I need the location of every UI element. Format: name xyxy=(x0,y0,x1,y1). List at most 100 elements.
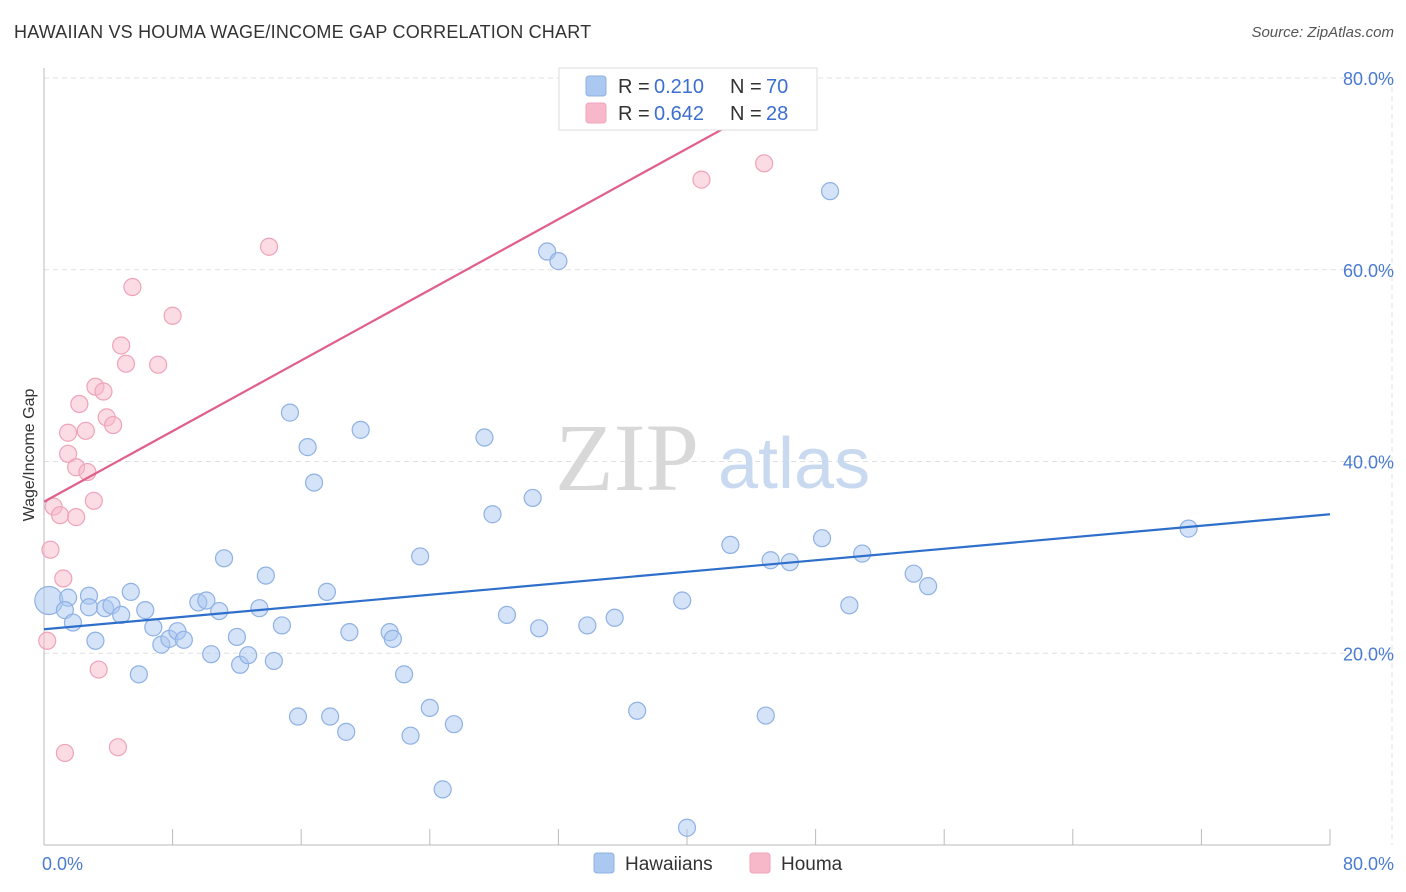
hawaiians-point xyxy=(174,630,193,649)
source-label: Source: ZipAtlas.com xyxy=(1251,24,1394,41)
legend-swatch-hawaiians xyxy=(585,75,607,97)
bottom-legend-hawaiians: Hawaiians xyxy=(625,854,713,875)
legend-n-value-2: 28 xyxy=(766,103,788,125)
houma-point xyxy=(163,306,182,325)
houma-point xyxy=(692,170,711,189)
hawaiians-point xyxy=(210,601,229,621)
hawaiians-point xyxy=(136,601,155,620)
hawaiians-point xyxy=(63,613,83,632)
trend-lines xyxy=(43,77,1331,631)
hawaiians-point xyxy=(475,428,494,447)
x-tick-label-0: 0.0% xyxy=(42,854,83,874)
y-tick-label-2: 60.0% xyxy=(1343,261,1394,281)
top-legend: R = 0.210 N = 70 R = 0.642 N = 28 xyxy=(558,67,818,131)
houma-point xyxy=(108,738,128,757)
hawaiians-point xyxy=(904,564,923,583)
y-tick-label-3: 80.0% xyxy=(1343,69,1394,89)
hawaiians-point xyxy=(394,665,414,684)
hawaiians-point xyxy=(497,605,517,625)
hawaiians-point xyxy=(280,403,300,422)
houma-point xyxy=(755,154,774,173)
houma-point xyxy=(54,569,73,588)
hawaiians-point xyxy=(298,438,317,457)
houma-point xyxy=(41,540,60,559)
hawaiians-point xyxy=(317,582,337,601)
watermark: ZIP atlas xyxy=(555,404,870,511)
hawaiians-point xyxy=(337,722,356,741)
legend-n-label-1: N = xyxy=(730,76,762,98)
watermark-atlas: atlas xyxy=(718,424,870,504)
hawaiians-point xyxy=(549,252,568,271)
watermark-zip: ZIP xyxy=(555,404,699,511)
hawaiians-point xyxy=(530,619,549,638)
x-tick-label-1: 80.0% xyxy=(1343,854,1394,874)
hawaiians-point xyxy=(628,701,647,720)
hawaiians-point xyxy=(197,591,216,610)
legend-r-value-2: 0.642 xyxy=(654,103,704,125)
hawaiians-point xyxy=(411,547,430,566)
hawaiians-point xyxy=(523,488,542,508)
hawaiians-point xyxy=(340,623,359,642)
houma-point xyxy=(116,354,136,373)
hawaiians-point xyxy=(420,698,439,717)
hawaiians-point xyxy=(272,616,292,635)
grid-lines xyxy=(44,77,1393,845)
houma-point xyxy=(67,508,86,527)
legend-n-value-1: 70 xyxy=(766,76,788,98)
houma-trend-line xyxy=(43,77,817,503)
legend-r-value-1: 0.210 xyxy=(654,76,704,98)
houma-point xyxy=(94,382,113,401)
hawaiians-point xyxy=(121,582,140,601)
hawaiians-point xyxy=(129,665,148,684)
hawaiians-points xyxy=(34,182,1198,837)
legend-n-label-2: N = xyxy=(730,103,762,125)
hawaiians-trend-line xyxy=(43,513,1331,631)
hawaiians-point xyxy=(433,780,452,799)
houma-point xyxy=(84,491,103,510)
hawaiians-point xyxy=(853,544,872,563)
hawaiians-point xyxy=(919,577,938,596)
houma-point xyxy=(70,394,89,414)
houma-point xyxy=(104,415,123,435)
hawaiians-point xyxy=(144,618,163,637)
houma-points xyxy=(38,154,774,763)
houma-point xyxy=(149,355,168,374)
hawaiians-point xyxy=(673,591,692,610)
chart-title: HAWAIIAN VS HOUMA WAGE/INCOME GAP CORREL… xyxy=(14,22,592,42)
hawaiians-point xyxy=(227,627,246,647)
hawaiians-point xyxy=(756,706,775,725)
hawaiians-point xyxy=(202,645,221,664)
hawaiians-point xyxy=(677,818,697,837)
houma-point xyxy=(55,743,74,763)
hawaiians-point xyxy=(79,598,99,617)
houma-point xyxy=(50,506,70,525)
bottom-legend-swatch-houma xyxy=(749,852,771,874)
hawaiians-point xyxy=(483,505,502,524)
hawaiians-point xyxy=(288,707,308,726)
hawaiians-point xyxy=(214,549,234,568)
hawaiians-point xyxy=(321,707,340,726)
hawaiians-point xyxy=(86,631,105,650)
hawaiians-point xyxy=(820,182,840,201)
hawaiians-point xyxy=(239,646,258,665)
houma-point xyxy=(259,237,279,256)
hawaiians-point xyxy=(578,616,597,635)
hawaiians-point xyxy=(761,551,780,570)
hawaiians-point xyxy=(605,608,624,627)
houma-point xyxy=(59,444,78,463)
hawaiians-point xyxy=(401,726,420,745)
hawaiians-point xyxy=(721,535,740,555)
houma-point xyxy=(76,421,95,440)
hawaiians-point xyxy=(256,566,275,585)
houma-point xyxy=(112,336,131,355)
tick-labels: 20.0% 40.0% 60.0% 80.0% 0.0% 80.0% xyxy=(42,69,1394,874)
y-tick-label-0: 20.0% xyxy=(1343,644,1394,664)
legend-swatch-houma xyxy=(585,102,607,124)
y-tick-label-1: 40.0% xyxy=(1343,453,1394,473)
hawaiians-point xyxy=(304,473,324,492)
hawaiians-point xyxy=(840,596,859,615)
hawaiians-point xyxy=(264,651,283,671)
hawaiians-point xyxy=(1179,519,1198,538)
houma-point xyxy=(123,277,142,297)
